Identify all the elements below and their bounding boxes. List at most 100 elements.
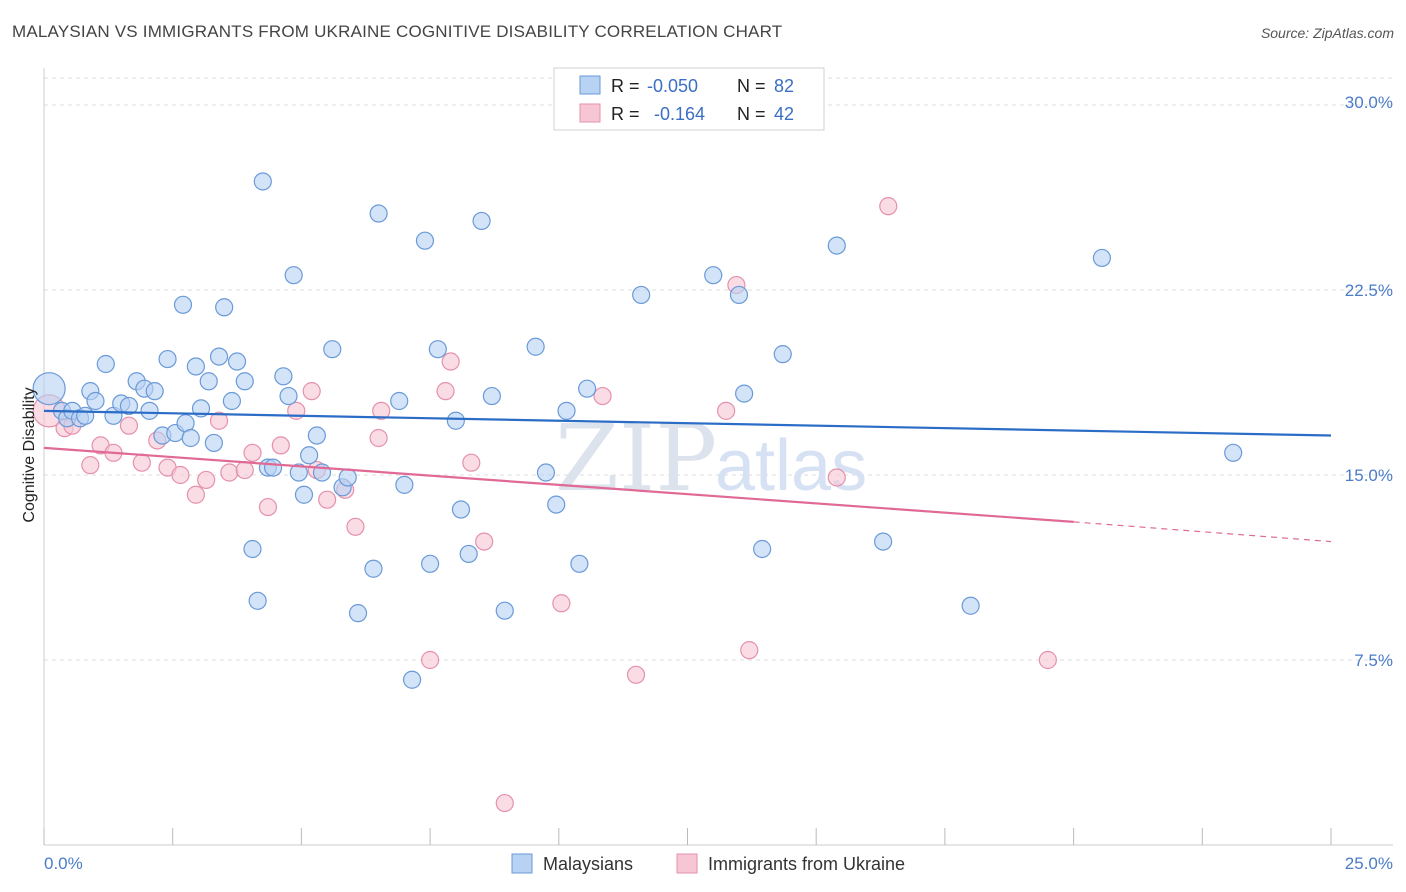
ukraine-point	[318, 490, 337, 509]
malaysian-point	[1224, 443, 1243, 462]
malaysian-point	[402, 670, 422, 689]
malaysian-point	[547, 495, 566, 514]
ukraine-point	[462, 453, 481, 472]
ukraine-point	[171, 465, 190, 485]
malaysian-point	[338, 468, 357, 487]
malaysian-point	[284, 266, 303, 285]
malaysian-point	[289, 463, 308, 482]
ukraine-point	[81, 456, 100, 475]
ukraine-point	[235, 460, 254, 480]
malaysian-point	[390, 391, 409, 411]
malaysian-point	[428, 340, 447, 359]
malaysian-point	[145, 382, 164, 401]
bottom-legend-label-malaysians: Malaysians	[543, 854, 633, 874]
malaysian-point	[186, 357, 205, 376]
y-axis-title: Cognitive Disability	[21, 387, 38, 522]
y-tick-label: 15.0%	[1345, 466, 1393, 485]
ukraine-point	[1038, 650, 1057, 670]
y-tick-label: 30.0%	[1345, 93, 1393, 112]
ukraine-point	[626, 665, 646, 684]
malaysian-point	[348, 604, 368, 623]
legend-n-label-blue: N =	[737, 76, 766, 96]
legend-swatch-pink	[579, 103, 601, 123]
malaysian-point	[395, 475, 414, 494]
axes	[43, 68, 1393, 846]
malaysian-point	[323, 340, 342, 359]
trend-lines	[43, 409, 1332, 543]
malaysian-point	[294, 485, 314, 504]
y-tick-label: 22.5%	[1345, 281, 1393, 300]
malaysian-point	[32, 372, 66, 406]
ukraine-point	[258, 497, 278, 517]
malaysian-point	[119, 396, 139, 416]
series-legend: Malaysians Immigrants from Ukraine	[511, 853, 905, 874]
legend-r-value-blue: -0.050	[647, 76, 698, 96]
malaysian-point	[526, 337, 545, 356]
ukraine-point	[186, 485, 205, 504]
x-tick-label-min: 0.0%	[44, 854, 83, 873]
legend-swatch-blue	[579, 75, 601, 95]
bottom-legend-swatch-malaysians	[511, 853, 533, 874]
ukraine-point	[302, 382, 321, 401]
malaysian-point	[364, 559, 383, 578]
ukraine-point	[346, 517, 365, 536]
malaysian-point	[729, 285, 749, 305]
legend-n-value-pink: 42	[774, 104, 794, 124]
malaysian-point	[222, 391, 242, 411]
source-label: Source: ZipAtlas.com	[1260, 25, 1394, 41]
malaysian-point	[209, 347, 229, 366]
malaysian-point	[753, 539, 772, 559]
ukraine-point	[220, 463, 239, 482]
ukraine-point	[827, 468, 846, 487]
legend-n-label-pink: N =	[737, 104, 766, 124]
y-tick-label: 7.5%	[1354, 651, 1393, 670]
malaysian-point	[472, 211, 491, 231]
malaysian-point	[557, 401, 576, 420]
malaysian-point	[495, 601, 514, 620]
malaysian-point	[227, 352, 247, 371]
ukraine-point	[879, 197, 898, 216]
ukraine-point	[271, 436, 290, 455]
malaysian-point	[421, 554, 440, 573]
ukraine-point	[369, 428, 388, 448]
ukraine-point	[495, 793, 514, 813]
malaysian-point	[704, 266, 723, 285]
ukraine-point	[740, 641, 759, 660]
ukraine-point	[372, 401, 391, 420]
legend-r-label-blue: R =	[611, 76, 640, 96]
legend-r-value-pink: -0.164	[654, 104, 705, 124]
ukraine-point	[197, 470, 216, 490]
malaysian-point	[369, 204, 388, 223]
ukraine-point	[421, 650, 440, 670]
ukraine-point	[593, 386, 612, 406]
ukraine-point	[119, 416, 139, 435]
malaysian-point	[86, 391, 105, 411]
malaysian-point	[446, 411, 465, 430]
malaysian-point	[1092, 248, 1112, 268]
malaysian-point	[199, 372, 218, 391]
malaysian-point	[961, 596, 980, 615]
malaysian-point	[300, 446, 319, 465]
y-tick-labels: 7.5% 15.0% 22.5% 30.0%	[1345, 93, 1393, 670]
malaysian-point	[173, 295, 193, 314]
ukraine-trend-line	[43, 446, 1074, 523]
ukraine-point	[441, 352, 460, 371]
malaysian-point	[279, 386, 298, 406]
malaysian-point	[482, 386, 501, 406]
malaysian-point	[536, 463, 556, 482]
ukraine-point	[717, 401, 736, 420]
malaysian-point	[735, 384, 754, 403]
ukraine-trend-line-extension	[1073, 521, 1332, 543]
malaysian-point	[773, 345, 792, 364]
malaysian-point	[632, 285, 651, 305]
malaysian-point	[140, 401, 159, 420]
malaysian-point	[459, 544, 478, 564]
malaysian-point	[874, 532, 893, 551]
ukraine-point	[436, 382, 455, 401]
malaysian-trend-line	[43, 409, 1332, 437]
watermark-atlas: atlas	[715, 426, 867, 506]
malaysian-point	[415, 231, 435, 250]
malaysian-point	[578, 379, 597, 398]
malaysian-point	[248, 591, 267, 610]
